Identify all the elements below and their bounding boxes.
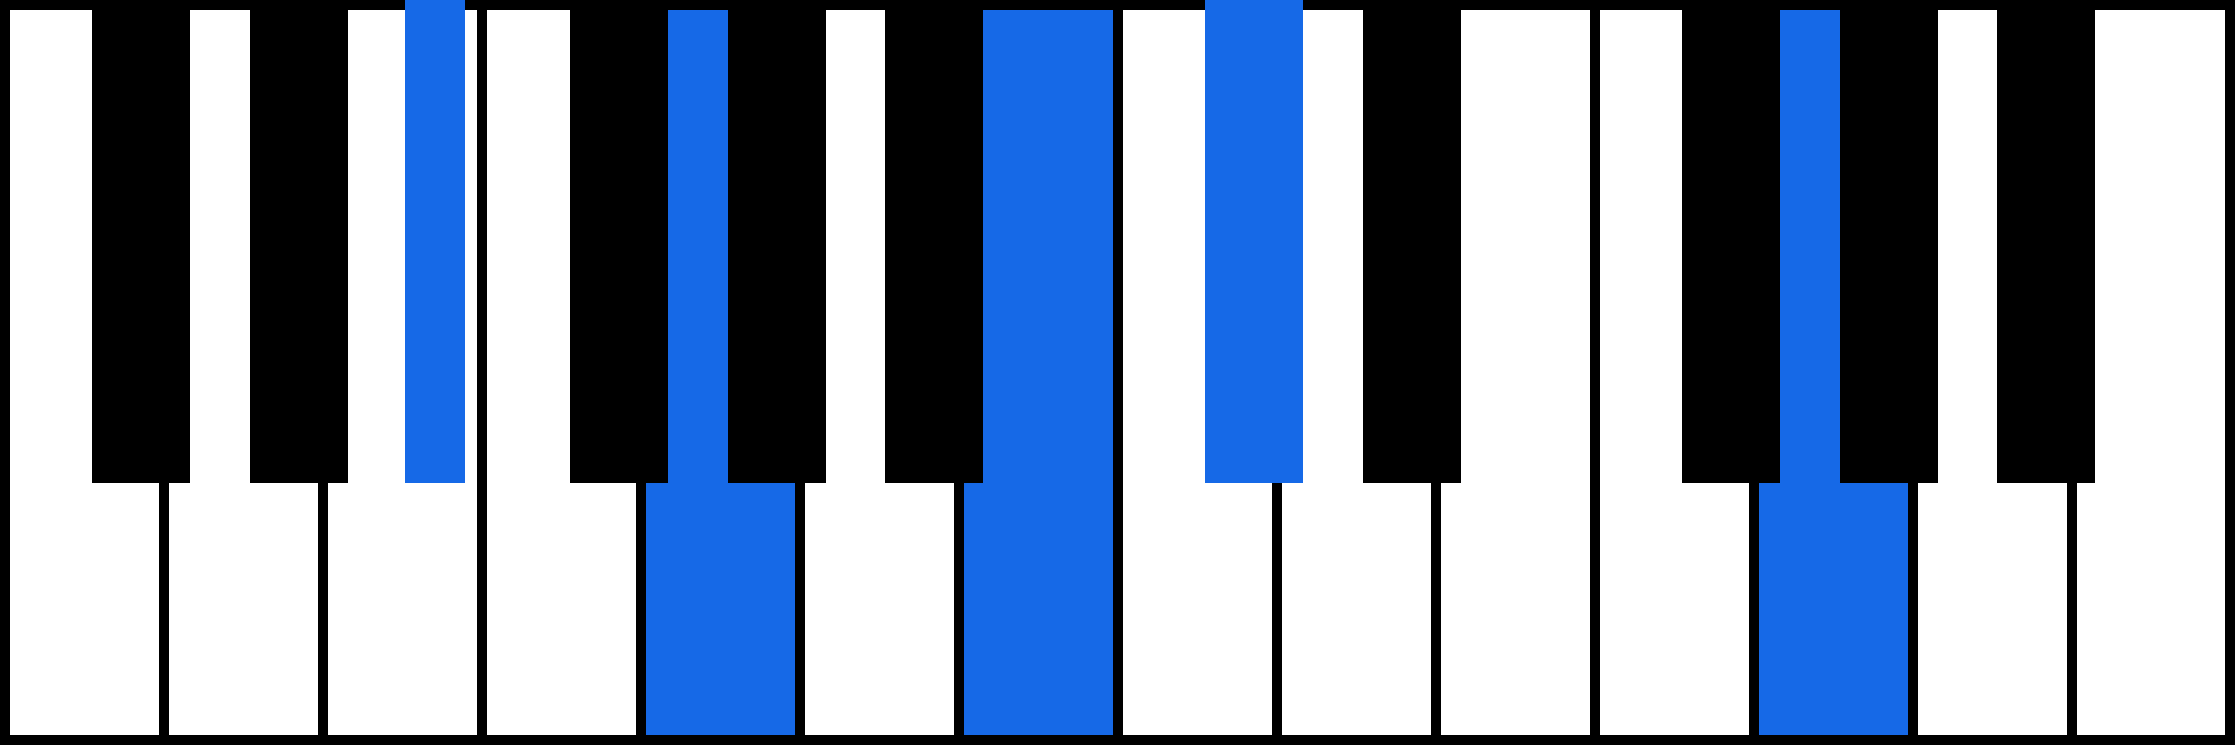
white-key-e-9[interactable] bbox=[1441, 10, 1590, 735]
black-key-csharp-0[interactable] bbox=[92, 0, 190, 483]
black-key-gsharp-3[interactable] bbox=[728, 0, 826, 483]
black-key-asharp-4[interactable] bbox=[885, 0, 983, 483]
black-key-dsharp-6[interactable] bbox=[1363, 0, 1461, 483]
highlight-d#-upper bbox=[405, 0, 465, 483]
white-key-b-6[interactable] bbox=[964, 10, 1113, 735]
black-key-fsharp-2[interactable] bbox=[570, 0, 668, 483]
white-key-b-13[interactable] bbox=[2077, 10, 2225, 735]
black-key-csharp-5[interactable] bbox=[1205, 0, 1303, 483]
piano-keyboard bbox=[0, 0, 2235, 745]
black-key-fsharp-7[interactable] bbox=[1682, 0, 1780, 483]
black-key-dsharp-1[interactable] bbox=[250, 0, 348, 483]
black-key-asharp-9[interactable] bbox=[1997, 0, 2095, 483]
black-key-gsharp-8[interactable] bbox=[1840, 0, 1938, 483]
